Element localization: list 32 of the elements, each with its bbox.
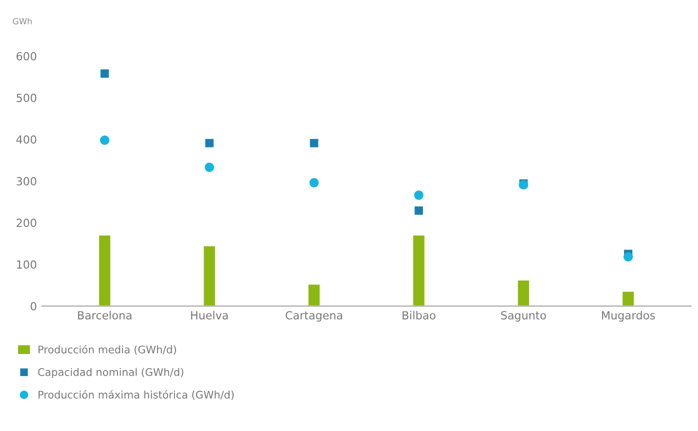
point xyxy=(100,136,110,145)
y-tick-label: 600 xyxy=(16,52,36,60)
legend-label: Capacidad nominal (GWh/d) xyxy=(38,368,184,378)
x-tick-label: Cartagena xyxy=(286,311,342,322)
point xyxy=(310,138,318,148)
x-tick-label: Bilbao xyxy=(402,310,436,320)
bar xyxy=(516,279,530,306)
point xyxy=(414,206,423,215)
y-tick-label: 400 xyxy=(16,135,36,144)
y-tick-label: 200 xyxy=(16,218,36,228)
y-axis-title: GWh xyxy=(12,18,32,24)
bar xyxy=(412,234,426,306)
x-tick-label: Mugardos xyxy=(602,310,655,322)
bar xyxy=(307,283,322,306)
bar xyxy=(202,244,216,306)
point xyxy=(624,252,633,262)
point xyxy=(100,69,109,78)
y-tick-label: 0 xyxy=(30,302,36,310)
point xyxy=(204,162,214,172)
legend-label: Producción media (GWh/d) xyxy=(38,344,176,355)
bar xyxy=(98,234,112,306)
y-tick-label: 100 xyxy=(17,260,36,269)
x-tick-label: Sagunto xyxy=(501,311,546,322)
point xyxy=(414,190,424,200)
point xyxy=(309,178,319,188)
legend-label: Producción máxima histórica (GWh/d) xyxy=(38,390,234,400)
y-tick-label: 500 xyxy=(16,94,36,102)
x-tick-label: Huelva xyxy=(191,310,228,320)
bar xyxy=(621,290,636,306)
y-tick-label: 300 xyxy=(16,176,36,186)
x-tick-label: Barcelona xyxy=(78,310,132,320)
point xyxy=(205,138,214,148)
